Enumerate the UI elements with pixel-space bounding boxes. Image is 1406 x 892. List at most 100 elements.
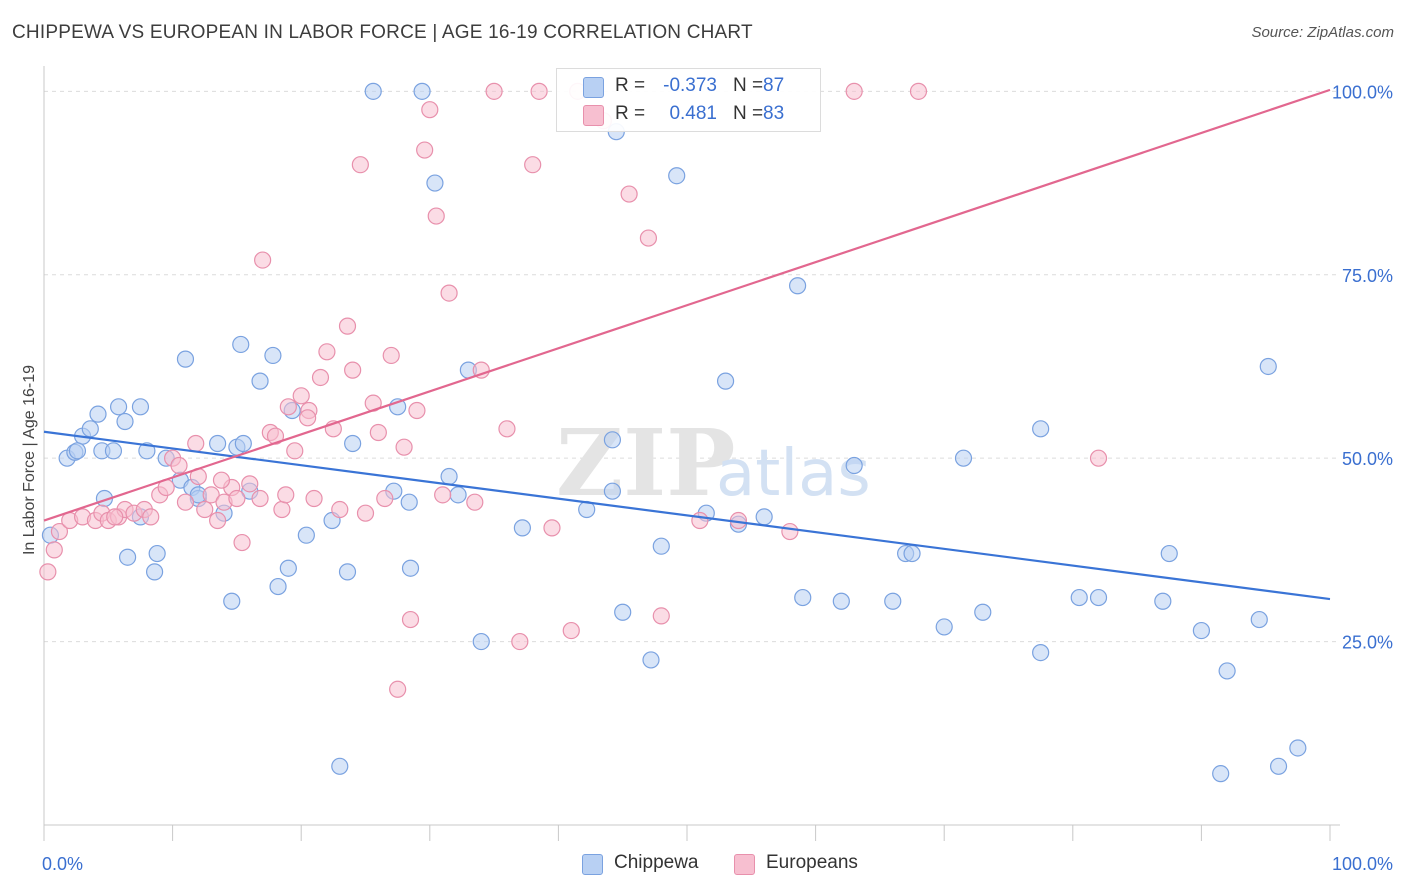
- europeans-point: [909, 82, 928, 100]
- europeans-point: [209, 511, 227, 530]
- chippewa-point: [131, 398, 150, 416]
- europeans-point: [311, 368, 330, 387]
- y-tick-label: 50.0%: [1342, 449, 1393, 469]
- grid-layer: [44, 90, 1340, 643]
- europeans-point: [292, 387, 310, 405]
- chippewa-point: [338, 563, 357, 581]
- europeans-point: [299, 409, 317, 427]
- europeans-point: [187, 434, 205, 453]
- europeans-point: [45, 541, 63, 559]
- europeans-point: [241, 475, 259, 493]
- trend-layer: [43, 88, 1331, 601]
- legend-r-label: R =: [615, 103, 646, 124]
- europeans-point: [562, 621, 580, 640]
- europeans-point: [845, 82, 863, 100]
- x-tick-label: 100.0%: [1332, 854, 1393, 874]
- chippewa-point: [668, 167, 686, 185]
- europeans-point: [466, 493, 484, 511]
- europeans-point: [524, 156, 542, 174]
- y-tick-label: 25.0%: [1342, 633, 1393, 653]
- legend-r-label: R =: [615, 75, 646, 96]
- chippewa-point: [138, 442, 156, 460]
- europeans-point: [401, 610, 420, 629]
- chippewa-point: [755, 508, 773, 526]
- series-label-chippewa: Chippewa: [614, 852, 699, 873]
- europeans-point: [196, 500, 214, 519]
- europeans-point: [106, 508, 124, 526]
- watermark-atlas: atlas: [716, 437, 871, 511]
- chippewa-point: [1212, 765, 1230, 783]
- chippewa-point: [832, 592, 850, 610]
- chippewa-point: [614, 603, 632, 621]
- chippewa-point: [1070, 588, 1088, 607]
- chippewa-point: [1154, 592, 1172, 610]
- chippewa-point: [1269, 757, 1288, 775]
- europeans-point: [286, 442, 304, 460]
- europeans-point: [318, 343, 336, 361]
- legend-n-label: N =: [733, 75, 764, 96]
- chippewa-point: [472, 632, 490, 651]
- europeans-point: [543, 519, 561, 537]
- chippewa-point: [1160, 544, 1178, 563]
- chart-title: CHIPPEWA VS EUROPEAN IN LABOR FORCE | AG…: [12, 22, 753, 43]
- europeans-point: [395, 438, 413, 456]
- europeans-point: [338, 317, 357, 335]
- chippewa-point: [1032, 643, 1050, 662]
- chippewa-point: [603, 482, 622, 500]
- chippewa-point: [413, 82, 431, 100]
- chippewa-point: [903, 544, 921, 563]
- chippewa-point: [344, 434, 362, 453]
- europeans-point: [176, 493, 195, 511]
- chippewa-point: [954, 449, 973, 467]
- tick-label-layer: 25.0% 50.0% 75.0% 100.0% 0.0% 100.0%: [42, 82, 1393, 874]
- chippewa-point: [68, 442, 87, 460]
- chippewa-point: [603, 431, 622, 449]
- europeans-point: [1089, 449, 1108, 467]
- chippewa-point: [234, 434, 252, 453]
- stats-legend: R = -0.373 N = 87 R = 0.481 N = 83: [556, 68, 821, 132]
- chippewa-point: [440, 467, 458, 486]
- legend-swatch-chippewa: [583, 77, 604, 98]
- chippewa-point: [401, 559, 420, 577]
- chippewa-point: [1089, 588, 1108, 607]
- legend-n-value: 83: [763, 103, 785, 124]
- europeans-point: [691, 511, 709, 530]
- chippewa-point: [400, 493, 418, 511]
- chippewa-point: [716, 372, 735, 390]
- chippewa-point: [251, 372, 269, 390]
- europeans-point: [254, 251, 272, 269]
- chippewa-point: [118, 548, 137, 566]
- chippewa-point: [1218, 662, 1236, 680]
- chippewa-point: [652, 537, 670, 555]
- points-layer: [39, 82, 1307, 783]
- chippewa-point: [1032, 420, 1050, 438]
- chippewa-point: [209, 434, 227, 453]
- europeans-trend-line: [43, 88, 1331, 522]
- europeans-point: [233, 533, 251, 552]
- chippewa-point: [176, 350, 195, 368]
- europeans-point: [408, 401, 426, 420]
- y-tick-label: 75.0%: [1342, 266, 1393, 286]
- chippewa-point: [884, 592, 902, 610]
- series-legend: Chippewa Europeans: [0, 852, 1406, 878]
- europeans-point: [421, 101, 439, 119]
- legend-r-value: -0.373: [663, 75, 717, 96]
- legend-n-value: 87: [763, 75, 785, 96]
- chippewa-point: [279, 559, 297, 577]
- europeans-point: [251, 489, 269, 508]
- chippewa-point: [81, 420, 99, 438]
- chippewa-point: [297, 526, 315, 544]
- europeans-point: [356, 504, 375, 522]
- europeans-point: [212, 471, 231, 489]
- chippewa-point: [89, 405, 107, 423]
- chippewa-point: [935, 618, 953, 636]
- series-swatch-chippewa: [582, 854, 603, 875]
- europeans-point: [344, 361, 362, 379]
- chippewa-point: [1289, 739, 1307, 757]
- chippewa-point: [116, 412, 134, 431]
- chippewa-point: [426, 174, 444, 192]
- chippewa-point: [269, 577, 287, 596]
- watermark-zip: ZIP: [556, 409, 735, 517]
- europeans-point: [331, 500, 349, 519]
